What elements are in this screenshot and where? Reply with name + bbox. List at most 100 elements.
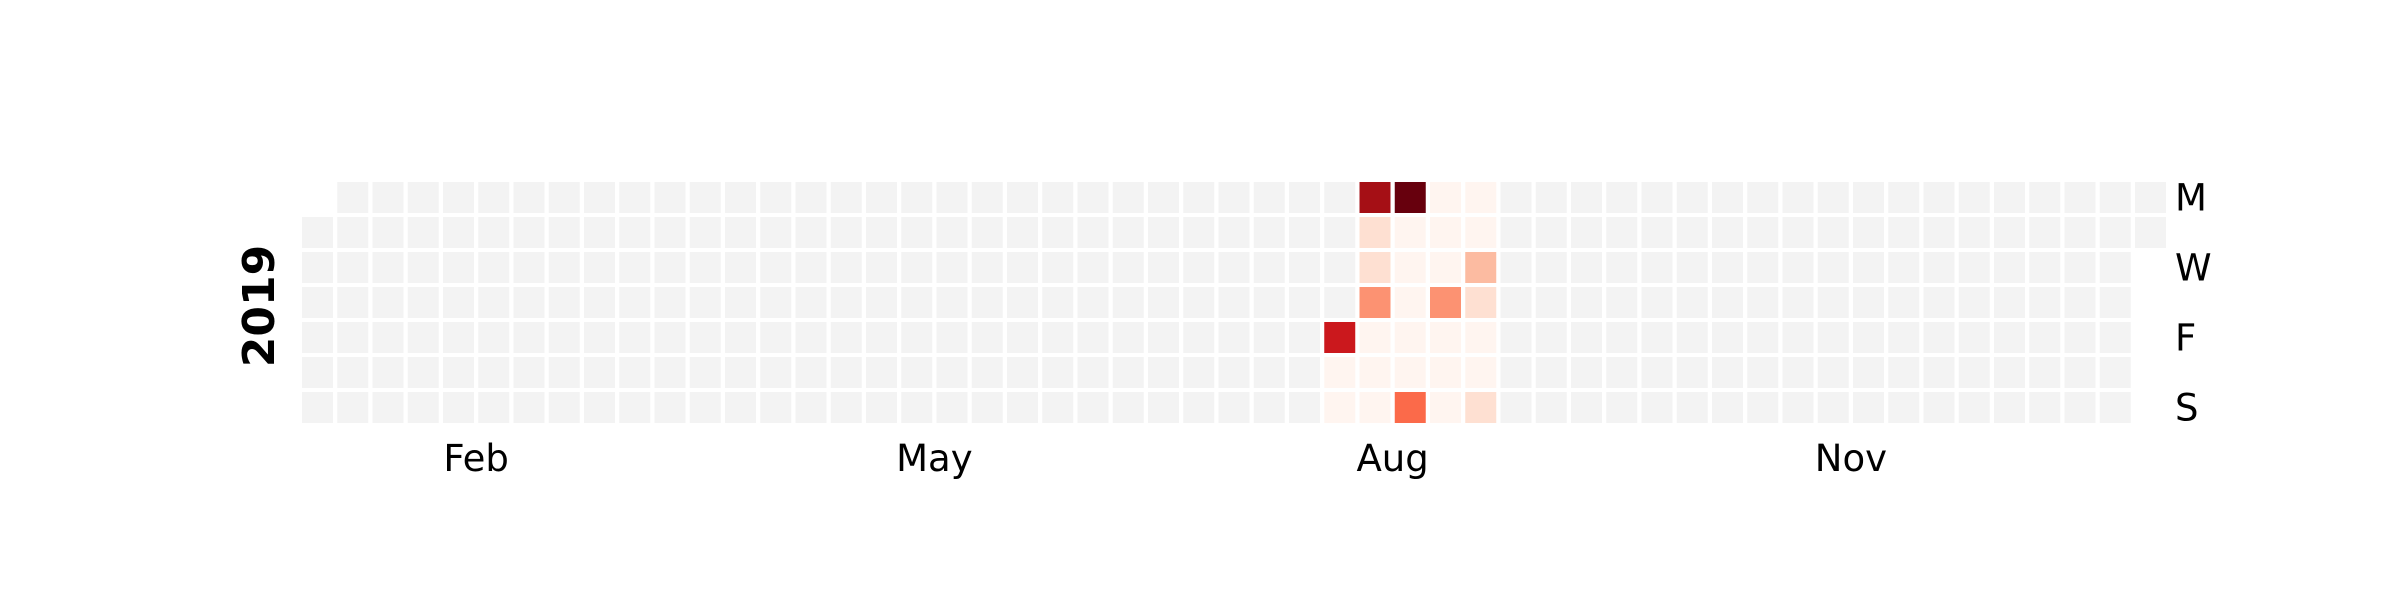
heatmap-cell bbox=[1430, 252, 1461, 283]
heatmap-cell bbox=[866, 217, 897, 248]
heatmap-cell bbox=[2064, 357, 2096, 388]
heatmap-cell bbox=[302, 252, 333, 283]
heatmap-cell bbox=[1148, 287, 1179, 318]
heatmap-cell bbox=[725, 182, 756, 213]
heatmap-cell bbox=[725, 252, 756, 283]
heatmap-cell bbox=[830, 357, 862, 388]
heatmap-cell bbox=[1007, 392, 1038, 423]
heatmap-cell bbox=[513, 217, 545, 248]
heatmap-cell bbox=[1112, 182, 1144, 213]
heatmap-cell bbox=[1606, 252, 1638, 283]
heatmap-cell bbox=[1324, 287, 1356, 318]
heatmap-cell bbox=[901, 322, 933, 353]
heatmap-cell bbox=[372, 287, 404, 318]
heatmap-cell bbox=[1183, 287, 1215, 318]
heatmap-cell bbox=[760, 217, 792, 248]
heatmap-cells bbox=[302, 182, 2166, 423]
heatmap-cell bbox=[443, 252, 474, 283]
heatmap-cell bbox=[936, 182, 968, 213]
heatmap-cell bbox=[1253, 287, 1285, 318]
heatmap-cell bbox=[936, 287, 968, 318]
heatmap-cell bbox=[1430, 322, 1461, 353]
heatmap-cell bbox=[302, 357, 333, 388]
heatmap-cell bbox=[971, 217, 1003, 248]
heatmap-cell bbox=[1958, 322, 1990, 353]
heatmap-cell bbox=[1500, 252, 1532, 283]
heatmap-cell bbox=[971, 322, 1003, 353]
heatmap-cell bbox=[1289, 287, 1320, 318]
heatmap-cell bbox=[1994, 252, 2025, 283]
heatmap-cell bbox=[1324, 252, 1356, 283]
heatmap-cell bbox=[1394, 322, 1426, 353]
heatmap-cell bbox=[1112, 252, 1144, 283]
heatmap-cell bbox=[1359, 252, 1391, 283]
heatmap-cell bbox=[1676, 322, 1708, 353]
heatmap-cell bbox=[1571, 287, 1602, 318]
heatmap-cell bbox=[337, 392, 369, 423]
heatmap-cell bbox=[2099, 392, 2131, 423]
heatmap-cell bbox=[1782, 357, 1814, 388]
heatmap-cell bbox=[1853, 182, 1884, 213]
heatmap-cell bbox=[513, 357, 545, 388]
heatmap-cell bbox=[1712, 182, 1743, 213]
heatmap-cell bbox=[1712, 357, 1743, 388]
heatmap-cell bbox=[1042, 392, 1074, 423]
heatmap-cell bbox=[2135, 217, 2166, 248]
heatmap-cell bbox=[1571, 217, 1602, 248]
heatmap-cell bbox=[654, 322, 686, 353]
heatmap-cell bbox=[654, 182, 686, 213]
heatmap-cell bbox=[1465, 287, 1497, 318]
heatmap-cell bbox=[407, 252, 439, 283]
heatmap-cell bbox=[1606, 392, 1638, 423]
heatmap-cell bbox=[1712, 287, 1743, 318]
heatmap-cell bbox=[1994, 217, 2025, 248]
heatmap-cell bbox=[2099, 322, 2131, 353]
heatmap-cell bbox=[548, 287, 580, 318]
heatmap-cell bbox=[2064, 392, 2096, 423]
day-label: W bbox=[2175, 247, 2212, 290]
heatmap-cell bbox=[1958, 252, 1990, 283]
heatmap-cell bbox=[1289, 392, 1320, 423]
heatmap-cell bbox=[1853, 322, 1884, 353]
heatmap-cell bbox=[1994, 182, 2025, 213]
heatmap-cell bbox=[760, 182, 792, 213]
heatmap-cell bbox=[584, 357, 615, 388]
heatmap-cell bbox=[1817, 287, 1849, 318]
heatmap-cell bbox=[971, 287, 1003, 318]
heatmap-cell bbox=[971, 357, 1003, 388]
heatmap-cell bbox=[407, 357, 439, 388]
heatmap-cell bbox=[1430, 217, 1461, 248]
heatmap-cell bbox=[1641, 322, 1673, 353]
heatmap-cell bbox=[1782, 252, 1814, 283]
heatmap-cell bbox=[866, 182, 897, 213]
heatmap-cell bbox=[830, 322, 862, 353]
heatmap-cell bbox=[654, 357, 686, 388]
heatmap-cell bbox=[407, 217, 439, 248]
heatmap-cell bbox=[1394, 357, 1426, 388]
heatmap-cell bbox=[1888, 182, 1920, 213]
heatmap-cell bbox=[1218, 287, 1250, 318]
heatmap-cell bbox=[1817, 357, 1849, 388]
heatmap-cell bbox=[689, 322, 721, 353]
heatmap-cell bbox=[1042, 287, 1074, 318]
heatmap-cell bbox=[2099, 182, 2131, 213]
heatmap-cell bbox=[1641, 252, 1673, 283]
heatmap-cell bbox=[1042, 357, 1074, 388]
heatmap-cell bbox=[795, 252, 827, 283]
heatmap-cell bbox=[1465, 357, 1497, 388]
heatmap-cell bbox=[443, 182, 474, 213]
heatmap-cell bbox=[901, 217, 933, 248]
heatmap-cell bbox=[725, 217, 756, 248]
heatmap-cell bbox=[584, 217, 615, 248]
heatmap-cell bbox=[1535, 322, 1567, 353]
heatmap-cell bbox=[513, 182, 545, 213]
heatmap-cell bbox=[760, 392, 792, 423]
heatmap-cell bbox=[1430, 287, 1461, 318]
heatmap-cell bbox=[1183, 392, 1215, 423]
heatmap-cell bbox=[478, 287, 510, 318]
heatmap-cell bbox=[1571, 182, 1602, 213]
heatmap-cell bbox=[1923, 392, 1955, 423]
heatmap-cell bbox=[372, 182, 404, 213]
heatmap-cell bbox=[1077, 217, 1109, 248]
